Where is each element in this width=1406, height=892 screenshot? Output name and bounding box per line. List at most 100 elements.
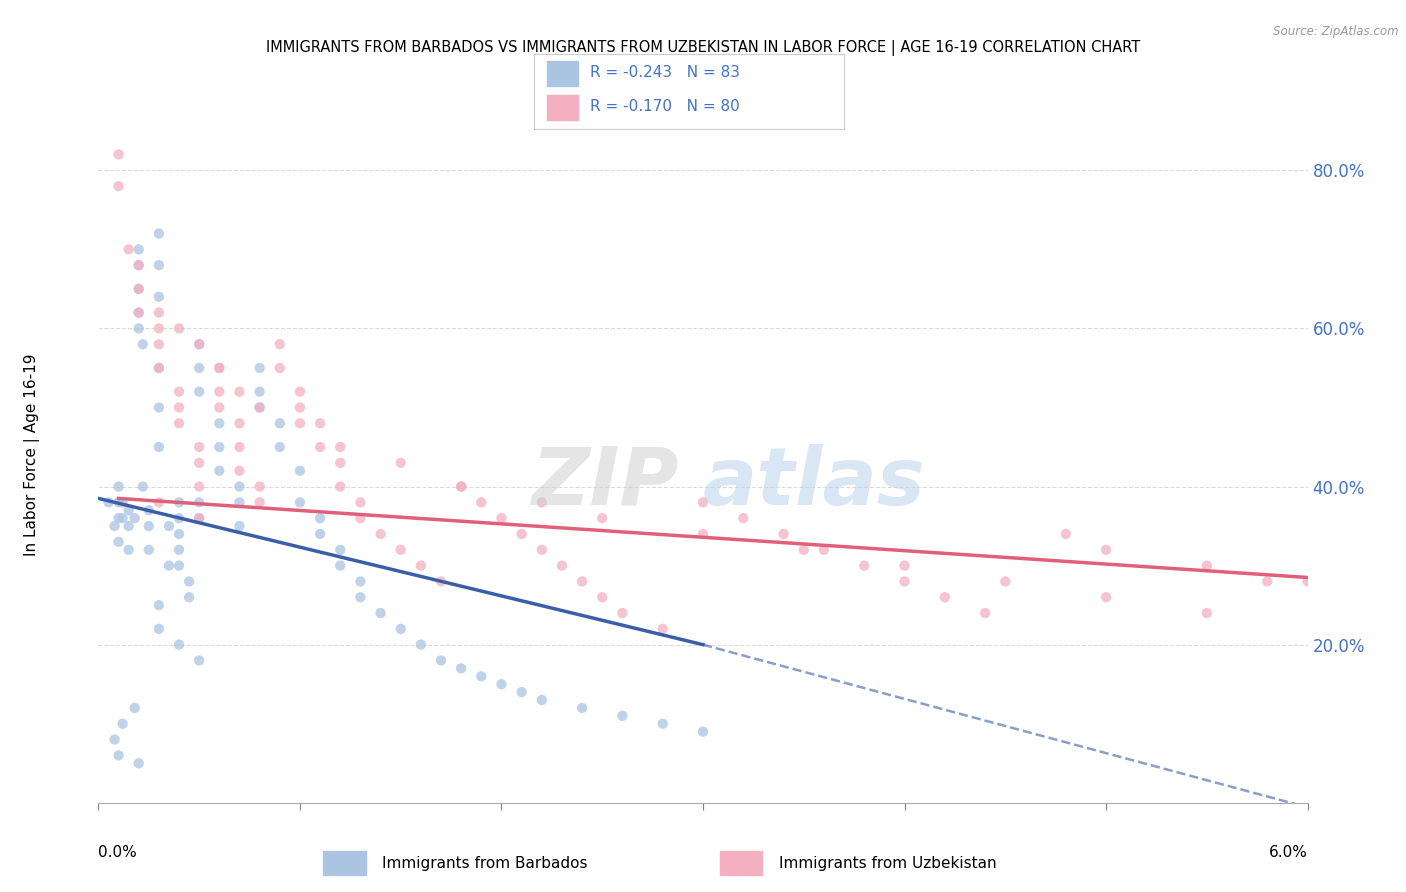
Point [208, 417, 231, 431]
Point [309, 527, 332, 541]
Point [148, 495, 170, 509]
Point [651, 716, 673, 731]
Point [107, 147, 129, 161]
Point [551, 558, 574, 573]
Text: In Labor Force | Age 16-19: In Labor Force | Age 16-19 [24, 353, 39, 557]
Point [893, 574, 915, 589]
Point [128, 321, 150, 335]
Point [269, 417, 291, 431]
Point [269, 360, 291, 375]
Point [188, 456, 211, 470]
Point [128, 305, 150, 319]
Point [148, 360, 170, 375]
Point [974, 606, 997, 620]
Point [228, 495, 250, 509]
Point [793, 542, 815, 557]
Point [118, 542, 141, 557]
Text: 0.0%: 0.0% [98, 845, 138, 860]
Point [138, 503, 160, 517]
Point [188, 495, 211, 509]
Point [1095, 542, 1118, 557]
Point [167, 527, 190, 541]
Point [692, 527, 714, 541]
Point [107, 748, 129, 763]
Point [389, 456, 412, 470]
Point [470, 495, 492, 509]
Text: atlas: atlas [703, 443, 925, 522]
Point [188, 479, 211, 493]
Text: Immigrants from Barbados: Immigrants from Barbados [382, 855, 588, 871]
Point [208, 401, 231, 415]
Point [288, 384, 311, 399]
Point [491, 511, 513, 525]
Point [288, 464, 311, 478]
Text: ZIP: ZIP [531, 443, 679, 522]
Point [269, 440, 291, 454]
Point [510, 685, 533, 699]
Point [288, 417, 311, 431]
Point [249, 360, 271, 375]
Point [329, 456, 352, 470]
Point [118, 243, 141, 257]
Point [228, 479, 250, 493]
Point [111, 495, 134, 509]
Point [124, 511, 146, 525]
Point [309, 440, 332, 454]
Point [470, 669, 492, 683]
Point [138, 542, 160, 557]
Point [103, 519, 125, 533]
Text: 6.0%: 6.0% [1268, 845, 1308, 860]
Point [309, 511, 332, 525]
Point [208, 360, 231, 375]
Point [1296, 574, 1319, 589]
Point [107, 511, 129, 525]
Point [450, 479, 472, 493]
Point [132, 337, 155, 351]
Point [651, 622, 673, 636]
Point [249, 384, 271, 399]
Point [349, 574, 371, 589]
Bar [547, 62, 578, 87]
Point [111, 511, 134, 525]
Point [167, 638, 190, 652]
Point [430, 574, 453, 589]
Point [128, 282, 150, 296]
Point [288, 401, 311, 415]
Point [208, 384, 231, 399]
Point [249, 479, 271, 493]
Point [167, 417, 190, 431]
Point [269, 337, 291, 351]
Point [118, 503, 141, 517]
Point [389, 622, 412, 636]
Point [148, 227, 170, 241]
Point [167, 511, 190, 525]
Bar [720, 851, 762, 875]
Point [128, 305, 150, 319]
Point [167, 321, 190, 335]
Point [1195, 606, 1218, 620]
Point [128, 258, 150, 272]
Point [510, 527, 533, 541]
Point [107, 534, 129, 549]
Point [167, 558, 190, 573]
Point [228, 384, 250, 399]
Point [893, 558, 915, 573]
Point [733, 511, 755, 525]
Point [188, 440, 211, 454]
Point [103, 732, 125, 747]
Point [157, 519, 180, 533]
Point [249, 401, 271, 415]
Point [530, 542, 553, 557]
Point [188, 337, 211, 351]
Point [692, 495, 714, 509]
Point [148, 290, 170, 304]
Point [389, 542, 412, 557]
Point [571, 701, 593, 715]
Point [329, 558, 352, 573]
Point [249, 401, 271, 415]
Point [179, 591, 201, 605]
Point [188, 511, 211, 525]
Point [772, 527, 794, 541]
Point [107, 495, 129, 509]
Point [349, 591, 371, 605]
